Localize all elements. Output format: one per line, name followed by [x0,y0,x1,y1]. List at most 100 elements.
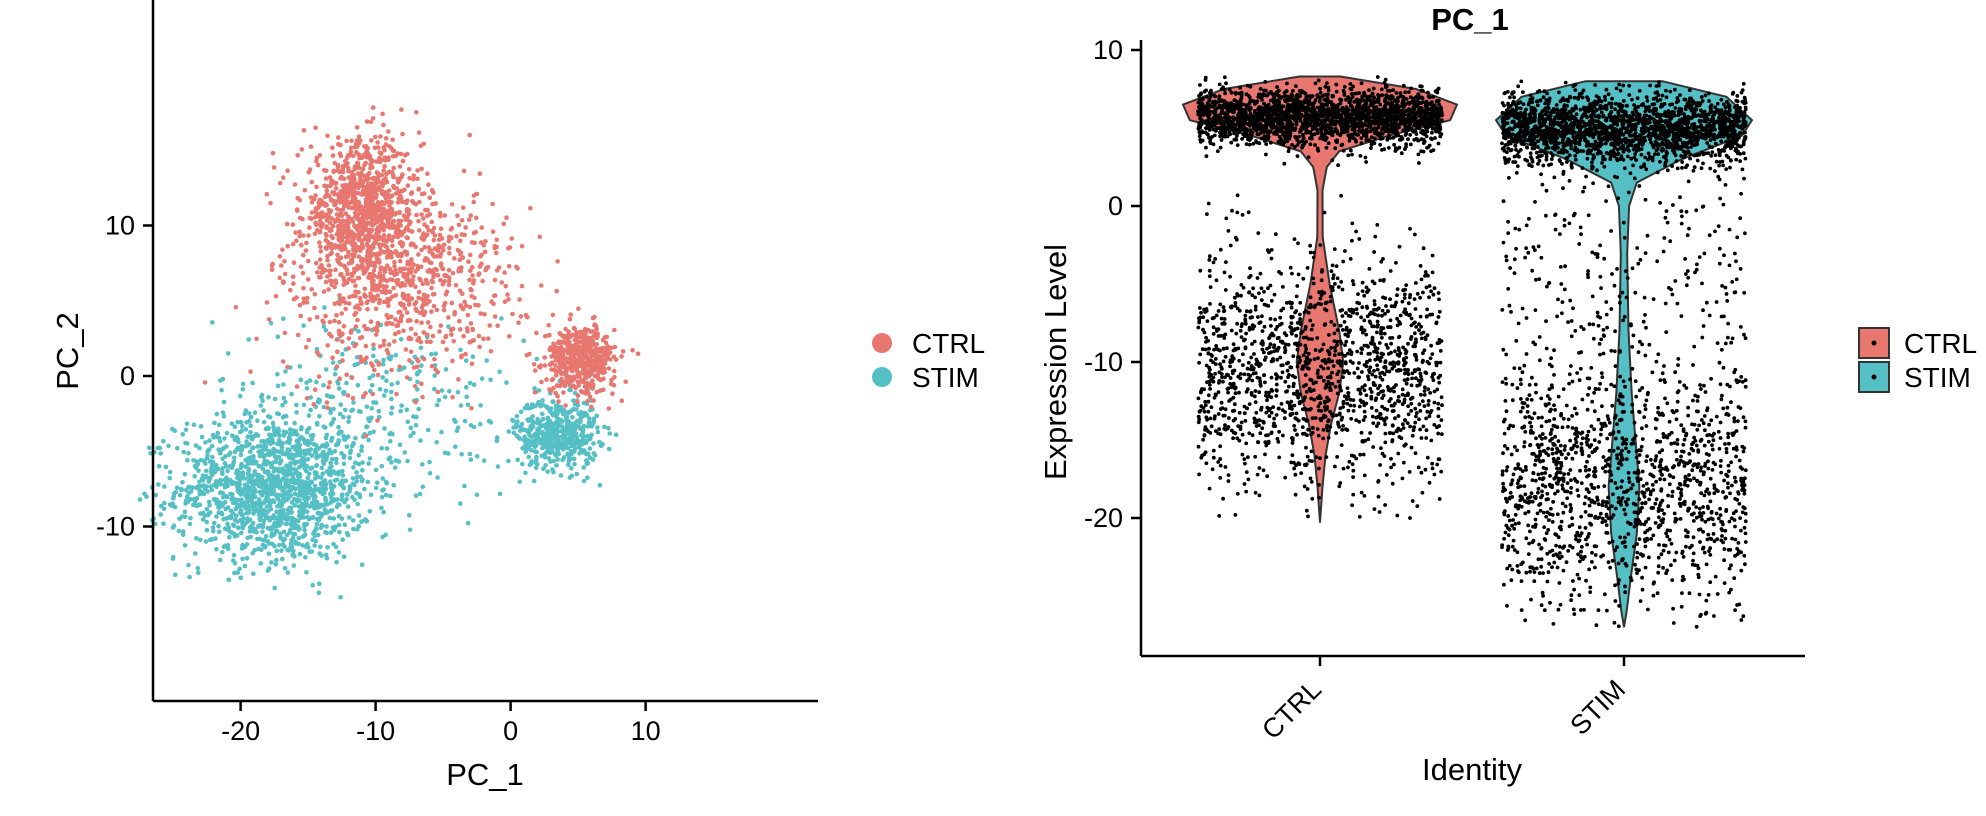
scatter-point-stim [521,338,526,344]
scatter-point-stim [561,438,567,443]
scatter-point-stim [274,411,280,416]
scatter-point-ctrl [432,272,438,278]
scatter-point-stim [161,506,167,512]
scatter-point-stim [283,420,289,426]
scatter-point-stim [313,538,319,544]
scatter-point-ctrl [421,312,427,318]
scatter-point-ctrl [406,166,412,172]
scatter-point-stim [330,360,336,365]
scatter-point-ctrl [399,244,405,249]
scatter-point-stim [590,457,596,462]
scatter-point-stim [268,476,273,482]
scatter-point-stim [310,582,316,588]
scatter-point-stim [531,433,537,439]
scatter-point-stim [260,542,266,548]
scatter-point-stim [335,497,340,502]
scatter-point-stim [228,508,234,514]
scatter-point-stim [207,476,213,482]
scatter-point-ctrl [360,166,366,172]
scatter-point-stim [411,414,416,419]
scatter-point-stim [470,354,476,360]
scatter-point-stim [324,530,329,536]
scatter-point-stim [220,466,225,471]
scatter-point-ctrl [469,361,475,367]
scatter-point-stim [588,435,593,441]
scatter-point-stim [266,448,271,454]
scatter-point-stim [602,424,607,430]
scatter-point-ctrl [352,312,357,318]
scatter-point-ctrl [317,257,323,262]
scatter-point-ctrl [389,367,394,373]
scatter-y-tick-label: 0 [120,361,135,391]
scatter-point-stim [207,438,212,443]
scatter-point-ctrl [277,254,283,259]
violin-point-ctrl [1215,149,1220,154]
scatter-point-stim [566,456,572,461]
scatter-point-stim [194,503,200,509]
scatter-point-ctrl [527,351,532,357]
violin-point-ctrl [1268,140,1273,145]
scatter-point-stim [278,531,283,536]
scatter-point-ctrl [449,202,455,207]
scatter-point-stim [524,428,530,433]
scatter-point-stim [530,420,536,426]
scatter-point-stim [238,452,244,458]
scatter-y-axis-title: PC_2 [50,312,85,390]
scatter-point-ctrl [479,252,484,258]
scatter-point-stim [260,398,265,404]
scatter-point-stim [298,515,304,520]
scatter-point-ctrl [420,281,426,287]
scatter-point-ctrl [279,263,284,268]
scatter-point-ctrl [392,331,398,337]
scatter-point-ctrl [378,225,384,231]
scatter-point-stim [533,460,539,466]
scatter-point-stim [260,537,266,543]
scatter-point-stim [401,365,407,371]
scatter-point-stim [295,449,300,454]
scatter-point-stim [340,537,346,542]
scatter-point-ctrl [312,231,318,236]
scatter-point-stim [270,486,275,491]
scatter-point-ctrl [358,174,363,179]
scatter-point-stim [381,487,387,492]
scatter-point-stim [296,527,302,532]
scatter-point-stim [347,515,352,520]
scatter-point-ctrl [415,176,420,182]
scatter-point-ctrl [390,137,395,143]
scatter-point-stim [277,433,282,438]
scatter-point-stim [238,492,244,497]
scatter-point-ctrl [346,249,351,255]
scatter-point-stim [315,532,321,538]
scatter-point-stim [371,353,376,359]
scatter-point-ctrl [487,323,493,328]
scatter-point-stim [320,523,325,528]
scatter-point-stim [297,551,303,557]
scatter-point-stim [416,406,422,412]
scatter-point-stim [339,493,345,499]
scatter-point-stim [322,305,327,310]
scatter-point-ctrl [469,288,474,293]
scatter-point-ctrl [306,258,311,264]
scatter-point-stim [255,444,260,449]
violin-point-ctrl [1315,146,1320,151]
scatter-point-stim [221,495,226,500]
scatter-point-ctrl [294,384,300,389]
scatter-point-ctrl [312,387,318,393]
scatter-point-ctrl [336,235,342,241]
scatter-point-ctrl [269,263,275,269]
scatter-point-stim [369,382,375,388]
scatter-point-stim [278,535,283,540]
scatter-point-ctrl [317,265,323,270]
scatter-point-stim [197,537,203,543]
scatter-point-ctrl [597,369,603,375]
scatter-point-stim [379,494,385,500]
scatter-point-stim [329,496,334,501]
scatter-point-stim [415,379,420,385]
scatter-point-stim [212,469,218,475]
scatter-point-ctrl [293,230,298,235]
scatter-point-ctrl [580,338,586,344]
scatter-point-ctrl [370,116,376,121]
scatter-point-stim [471,382,477,388]
scatter-point-ctrl [370,158,375,163]
